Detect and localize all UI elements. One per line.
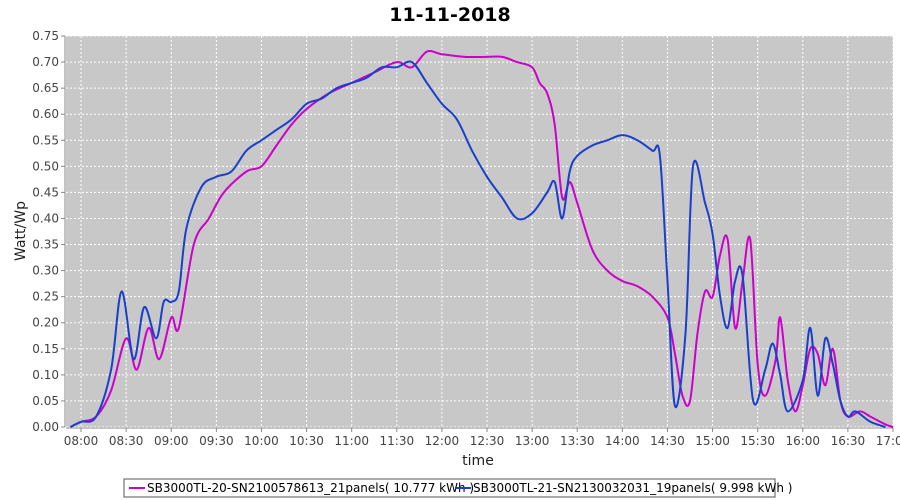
series-line-1 [70, 50, 894, 428]
x-axis-label: time [462, 453, 494, 469]
y-tick-label: 0.40 [32, 211, 59, 225]
x-tick-label: 09:00 [154, 434, 189, 448]
x-tick-label: 08:30 [109, 434, 144, 448]
chart-title: 11-11-2018 [389, 4, 511, 26]
x-tick-label: 14:30 [650, 434, 685, 448]
y-tick-label: 0.20 [32, 316, 59, 330]
x-tick-label: 15:00 [695, 434, 730, 448]
y-tick-label: 0.25 [32, 290, 59, 304]
series-layer [70, 50, 894, 428]
x-tick-label: 09:30 [199, 434, 234, 448]
x-tick-label: 11:30 [380, 434, 415, 448]
y-axis: 0.00 0.05 0.10 0.15 0.20 0.25 0.30 0.35 0.40 0.45… [32, 29, 66, 434]
x-tick-label: 15:30 [740, 434, 775, 448]
x-tick-label: 11:00 [334, 434, 369, 448]
y-tick-label: 0.55 [32, 133, 59, 147]
y-axis-label: Watt/Wp [13, 201, 29, 261]
x-tick-label: 16:30 [831, 434, 866, 448]
x-tick-label: 12:00 [425, 434, 460, 448]
y-tick-label: 0.30 [32, 264, 59, 278]
y-tick-label: 0.70 [32, 55, 59, 69]
legend-box [123, 478, 776, 498]
x-tick-label: 08:00 [64, 434, 99, 448]
y-tick-label: 0.50 [32, 159, 59, 173]
series-line-2 [70, 60, 886, 428]
y-tick-label: 0.75 [32, 29, 59, 43]
legend: SB3000TL-20-SN2100578613_21panels( 10.77… [123, 478, 792, 498]
y-tick-label: 0.35 [32, 238, 59, 252]
y-tick-label: 0.10 [32, 368, 59, 382]
y-tick-label: 0.05 [32, 394, 59, 408]
plot-area [66, 36, 893, 427]
y-tick-label: 0.65 [32, 81, 59, 95]
grid-lines [66, 35, 894, 428]
x-tick-label: 12:30 [470, 434, 505, 448]
legend-label-series-2: SB3000TL-21-SN2130032031_19panels( 9.998… [473, 481, 792, 495]
y-tick-label: 0.15 [32, 342, 59, 356]
x-tick-label: 10:00 [244, 434, 279, 448]
y-tick-label: 0.45 [32, 185, 59, 199]
x-tick-label: 10:30 [289, 434, 324, 448]
x-axis: 08:00 08:30 09:00 09:30 10:00 10:30 11:00 11:30… [64, 427, 900, 448]
y-tick-label: 0.60 [32, 107, 59, 121]
x-tick-label: 16:00 [785, 434, 820, 448]
x-tick-label: 17:00 [876, 434, 900, 448]
x-tick-label: 14:00 [605, 434, 640, 448]
x-tick-label: 13:30 [560, 434, 595, 448]
legend-label-series-1: SB3000TL-20-SN2100578613_21panels( 10.77… [147, 481, 474, 495]
x-tick-label: 13:00 [515, 434, 550, 448]
y-tick-label: 0.00 [32, 420, 59, 434]
